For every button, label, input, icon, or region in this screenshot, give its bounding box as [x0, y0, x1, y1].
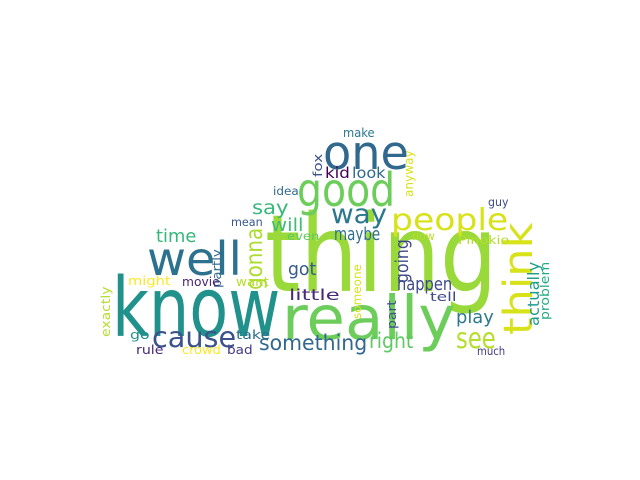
word-really: really — [282, 283, 456, 355]
word-part: part — [384, 300, 399, 329]
word-even: even — [287, 229, 320, 244]
word-way: way — [331, 199, 388, 230]
word-idea: idea — [273, 184, 299, 199]
word-tell: tell — [430, 289, 457, 305]
word-kid: kid — [325, 165, 350, 183]
word-take: take — [236, 327, 271, 343]
word-something: something — [259, 331, 368, 355]
word-cause: cause — [152, 320, 237, 354]
word-say: say — [252, 197, 289, 220]
word-want: want — [236, 274, 269, 290]
word-guy: guy — [488, 195, 509, 210]
word-now: now — [412, 229, 435, 244]
word-well: well — [147, 231, 242, 286]
word-bad: bad — [227, 342, 253, 358]
word-see: see — [456, 321, 496, 355]
word-time: time — [156, 226, 197, 248]
word-got: got — [288, 259, 317, 281]
word-know: know — [112, 261, 281, 357]
word-pinokio: Pinokio — [458, 233, 510, 248]
word-rule: rule — [136, 342, 164, 358]
word-movie: movie — [182, 274, 220, 290]
word-look: look — [352, 165, 386, 183]
word-exactly: exactly — [98, 286, 113, 337]
word-one: one — [323, 125, 409, 181]
word-maybe: maybe — [334, 224, 381, 246]
word-people: people — [391, 202, 509, 238]
word-play: play — [456, 307, 494, 329]
word-happen: happen — [397, 274, 453, 296]
word-much: much — [477, 344, 506, 359]
word-go: go — [130, 327, 150, 343]
word-fox: fox — [310, 153, 325, 177]
word-someone: someone — [350, 264, 364, 319]
word-mean: mean — [231, 215, 263, 230]
word-thing: thing — [265, 192, 498, 317]
word-right: right — [369, 329, 414, 353]
word-might: might — [128, 273, 171, 289]
word-good: good — [297, 162, 396, 217]
word-going: going — [392, 239, 413, 283]
word-make: make — [343, 125, 375, 141]
word-problem: problem — [537, 261, 552, 320]
word-anyway: anyway — [401, 150, 416, 197]
word-will: will — [271, 215, 304, 237]
word-little: little — [289, 287, 340, 305]
word-crowd: crowd — [182, 342, 221, 358]
